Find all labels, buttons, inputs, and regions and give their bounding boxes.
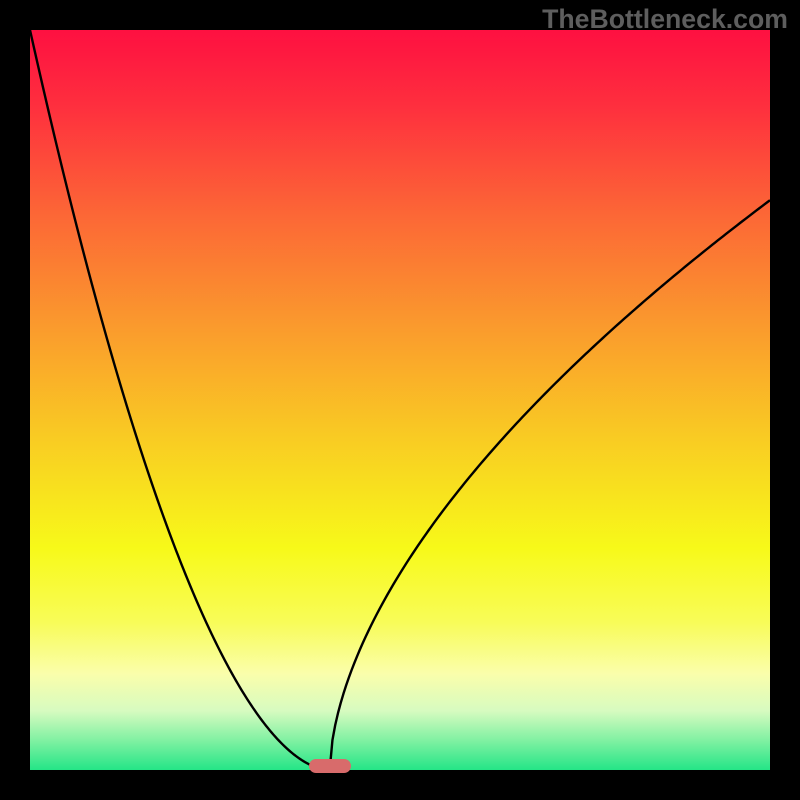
bottleneck-chart <box>30 30 770 770</box>
chart-container: TheBottleneck.com <box>0 0 800 800</box>
watermark-text: TheBottleneck.com <box>542 4 788 35</box>
optimal-marker <box>309 759 351 773</box>
